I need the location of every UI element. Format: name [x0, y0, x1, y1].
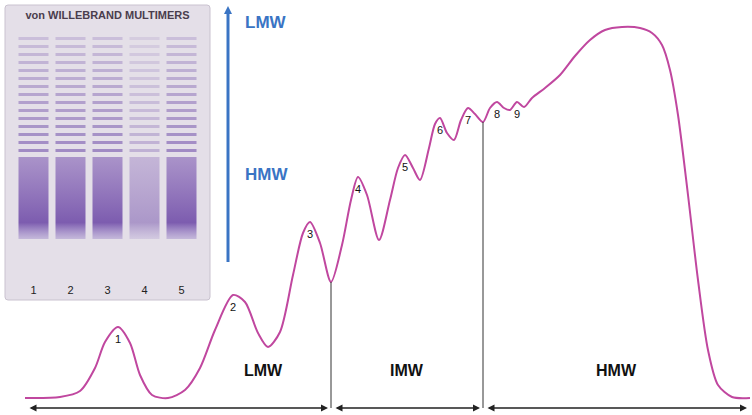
svg-text:LMW: LMW	[245, 13, 287, 32]
svg-text:8: 8	[494, 108, 500, 120]
svg-text:2: 2	[230, 301, 236, 313]
svg-text:1: 1	[30, 284, 36, 296]
svg-text:4: 4	[141, 284, 147, 296]
svg-text:3: 3	[307, 228, 313, 240]
svg-text:5: 5	[402, 161, 408, 173]
svg-text:von WILLEBRAND MULTIMERS: von WILLEBRAND MULTIMERS	[25, 9, 189, 21]
svg-text:1: 1	[115, 333, 121, 345]
svg-text:4: 4	[355, 183, 361, 195]
svg-text:HMW: HMW	[245, 165, 288, 184]
svg-text:3: 3	[104, 284, 110, 296]
svg-text:5: 5	[178, 284, 184, 296]
svg-text:LMW: LMW	[244, 362, 283, 379]
svg-text:HMW: HMW	[596, 362, 637, 379]
svg-text:9: 9	[514, 108, 520, 120]
svg-text:IMW: IMW	[390, 362, 424, 379]
svg-text:7: 7	[465, 114, 471, 126]
svg-text:6: 6	[437, 124, 443, 136]
svg-text:2: 2	[67, 284, 73, 296]
